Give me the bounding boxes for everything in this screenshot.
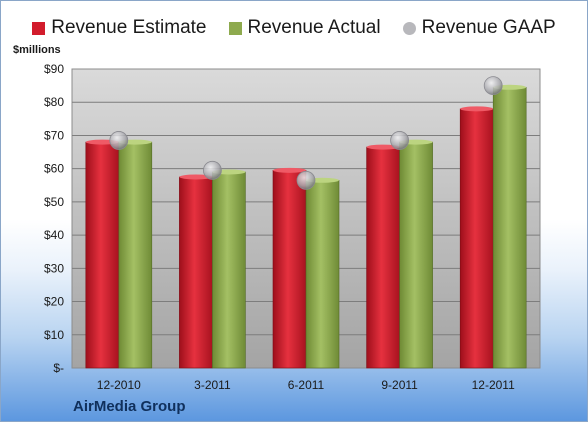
bar-revenue-actual: [212, 171, 246, 369]
x-tick-label: 6-2011: [288, 378, 325, 392]
bar-revenue-estimate: [272, 170, 307, 369]
bar-revenue-estimate: [459, 108, 494, 369]
bar-revenue-actual: [118, 141, 153, 369]
bar-revenue-actual: [399, 141, 433, 369]
bar-top-revenue-estimate: [366, 144, 400, 150]
y-axis-ticks: $- $10 $20 $30 $40 $50 $60 $70 $80 $90: [44, 62, 64, 375]
y-tick-label: $70: [44, 128, 64, 142]
legend-swatch-estimate: [32, 21, 46, 35]
bar-top-revenue-estimate: [179, 174, 213, 180]
y-tick-label: $10: [44, 328, 64, 342]
legend-item-actual: Revenue Actual: [228, 17, 381, 39]
x-tick-label: 12-2011: [472, 378, 515, 392]
marker-revenue-gaap: [390, 131, 410, 150]
legend-swatch-gaap: [402, 21, 416, 35]
marker-revenue-gaap: [296, 170, 316, 190]
x-axis-ticks: 12-2010 3-2011 6-2011 9-2011 12-2011: [97, 378, 515, 392]
y-tick-label: $40: [44, 228, 64, 242]
legend-item-estimate: Revenue Estimate: [32, 17, 207, 39]
y-tick-label: $60: [44, 162, 64, 176]
x-tick-label: 9-2011: [381, 378, 418, 392]
x-tick-label: 12-2010: [97, 378, 141, 392]
y-tick-label: $50: [44, 195, 64, 209]
y-tick-label: $20: [44, 295, 64, 309]
legend-label-actual: Revenue Actual: [247, 17, 381, 38]
y-tick-label: $80: [44, 95, 64, 109]
bar-revenue-actual: [305, 179, 340, 369]
legend-swatch-actual: [228, 21, 242, 35]
legend-item-gaap: Revenue GAAP: [402, 17, 556, 39]
marker-revenue-gaap: [109, 131, 129, 150]
legend-label-gaap: Revenue GAAP: [421, 17, 556, 38]
y-tick-label: $30: [44, 261, 64, 275]
x-tick-label: 3-2011: [194, 378, 231, 392]
bar-revenue-estimate: [85, 141, 120, 369]
y-axis-unit-label: $millions: [13, 44, 61, 56]
y-tick-label: $-: [53, 361, 64, 375]
bar-revenue-estimate: [179, 176, 213, 369]
legend-label-estimate: Revenue Estimate: [51, 17, 207, 38]
legend: Revenue Estimate Revenue Actual Revenue …: [1, 17, 587, 39]
bar-revenue-estimate: [366, 146, 400, 369]
company-name: AirMedia Group: [73, 398, 186, 415]
bar-top-revenue-estimate: [273, 167, 306, 173]
bars: [85, 84, 527, 369]
marker-revenue-gaap: [483, 76, 503, 96]
bar-revenue-actual: [492, 86, 527, 369]
y-tick-label: $90: [44, 62, 64, 76]
gaap-markers: [109, 76, 503, 190]
bar-top-revenue-estimate: [460, 106, 494, 112]
marker-revenue-gaap: [202, 160, 222, 180]
